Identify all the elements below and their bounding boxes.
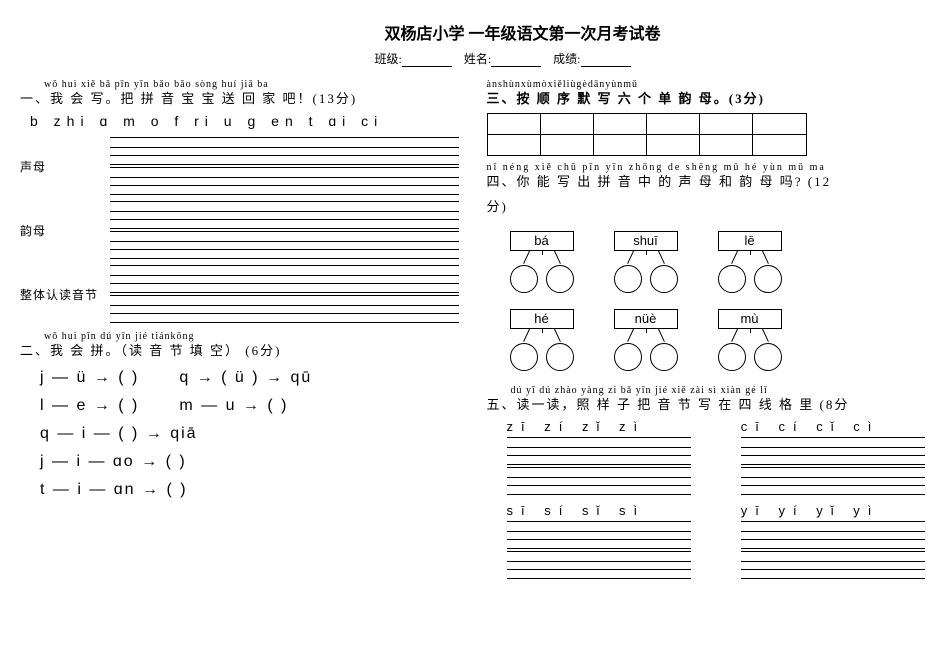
class-blank bbox=[402, 54, 452, 67]
split-box: nüè bbox=[611, 309, 681, 371]
fourline bbox=[110, 265, 459, 293]
split-box: hé bbox=[507, 309, 577, 371]
circle bbox=[510, 265, 538, 293]
left-column: wǒ huì xiě bǎ pīn yīn bǎo bǎo sòng huí j… bbox=[20, 79, 459, 579]
q2-cell: l — e → ( ) bbox=[40, 397, 139, 415]
q1-letters: b zhi ɑ m o f ri u ɡ en t ɑi ci bbox=[30, 113, 459, 129]
name-blank bbox=[491, 54, 541, 67]
page-title: 双杨店小学 一年级语文第一次月考试卷 bbox=[120, 20, 925, 44]
q1-text: 一、我 会 写。把 拼 音 宝 宝 送 回 家 吧！(13分) bbox=[20, 88, 459, 107]
name-label: 姓名: bbox=[464, 52, 491, 66]
tone-row: yī yí yǐ yì bbox=[741, 503, 925, 518]
q3-grid bbox=[487, 113, 807, 156]
label-shengmu: 声母 bbox=[20, 158, 110, 175]
circle bbox=[510, 343, 538, 371]
q2-text: 二、我 会 拼。（读 音 节 填 空） (6分) bbox=[20, 340, 459, 359]
q4-row2: hé nüè mù bbox=[507, 309, 926, 371]
q2-row-4: t — i — ɑn → ( ) bbox=[40, 481, 459, 499]
label-yunmu: 韵母 bbox=[20, 222, 110, 239]
q2-row-2: q — i — ( ) → qiā bbox=[40, 425, 459, 443]
q2-cell: q → ( ü ) → qū bbox=[179, 369, 312, 387]
split-box: bá bbox=[507, 231, 577, 293]
fourline bbox=[507, 521, 691, 549]
fourline bbox=[741, 437, 925, 465]
class-label: 班级: bbox=[374, 52, 401, 66]
circle bbox=[718, 265, 746, 293]
q2-cell: q — i — ( ) → qiā bbox=[40, 425, 198, 443]
rect-label: shuī bbox=[614, 231, 678, 251]
tone-row: sī sí sǐ sì bbox=[507, 503, 691, 518]
q4-row1: bá shuī lē bbox=[507, 231, 926, 293]
score-blank bbox=[581, 54, 631, 67]
fourline bbox=[507, 467, 691, 495]
label-zhengti: 整体认读音节 bbox=[20, 286, 110, 303]
q5-group-top: zī zí zǐ zì cī cí cǐ cì bbox=[507, 419, 926, 495]
rect-label: lē bbox=[718, 231, 782, 251]
rect-label: nüè bbox=[614, 309, 678, 329]
header-fields: 班级: 姓名: 成绩: bbox=[80, 50, 925, 67]
q2-cell: m — u → ( ) bbox=[179, 397, 288, 415]
split-box: mù bbox=[715, 309, 785, 371]
q1-cat-yunmu: 韵母 bbox=[20, 201, 459, 259]
right-column: ànshùnxùmòxiěliùgèdānyùnmǔ 三、按 顺 序 默 写 六… bbox=[487, 79, 926, 579]
q2-row-0: j — ü → ( ) q → ( ü ) → qū bbox=[40, 369, 459, 387]
circle bbox=[546, 343, 574, 371]
rect-label: mù bbox=[718, 309, 782, 329]
q2-cell: j — ü → ( ) bbox=[40, 369, 139, 387]
circle bbox=[614, 265, 642, 293]
fourline bbox=[110, 137, 459, 165]
fourline bbox=[110, 167, 459, 195]
circle bbox=[614, 343, 642, 371]
circle bbox=[718, 343, 746, 371]
fourline bbox=[741, 521, 925, 549]
q3-text: 三、按 顺 序 默 写 六 个 单 韵 母。(3分) bbox=[487, 88, 926, 107]
fourline bbox=[507, 551, 691, 579]
q5-group-bottom: sī sí sǐ sì yī yí yǐ yì bbox=[507, 503, 926, 579]
fourline bbox=[110, 201, 459, 229]
score-label: 成绩: bbox=[553, 52, 580, 66]
q4-text: 四、你 能 写 出 拼 音 中 的 声 母 和 韵 母 吗? (12 bbox=[487, 171, 926, 190]
fourline bbox=[741, 551, 925, 579]
split-box: lē bbox=[715, 231, 785, 293]
tone-row: cī cí cǐ cì bbox=[741, 419, 925, 434]
q2-cell: t — i — ɑn → ( ) bbox=[40, 481, 188, 499]
circle bbox=[546, 265, 574, 293]
q5-text: 五、读一读，照 样 子 把 音 节 写 在 四 线 格 里 (8分 bbox=[487, 394, 926, 413]
q2-cell: j — i — ɑo → ( ) bbox=[40, 453, 187, 471]
circle bbox=[650, 265, 678, 293]
fourline bbox=[507, 437, 691, 465]
circle bbox=[650, 343, 678, 371]
circle bbox=[754, 265, 782, 293]
q1-cat-shengmu: 声母 bbox=[20, 137, 459, 195]
q2-row-1: l — e → ( ) m — u → ( ) bbox=[40, 397, 459, 415]
split-box: shuī bbox=[611, 231, 681, 293]
tone-row: zī zí zǐ zì bbox=[507, 419, 691, 434]
q1-cat-zhengti: 整体认读音节 bbox=[20, 265, 459, 323]
rect-label: bá bbox=[510, 231, 574, 251]
circle bbox=[754, 343, 782, 371]
q2-row-3: j — i — ɑo → ( ) bbox=[40, 453, 459, 471]
q4-text2: 分) bbox=[487, 196, 926, 215]
fourline bbox=[110, 231, 459, 259]
fourline bbox=[741, 467, 925, 495]
rect-label: hé bbox=[510, 309, 574, 329]
fourline bbox=[110, 295, 459, 323]
